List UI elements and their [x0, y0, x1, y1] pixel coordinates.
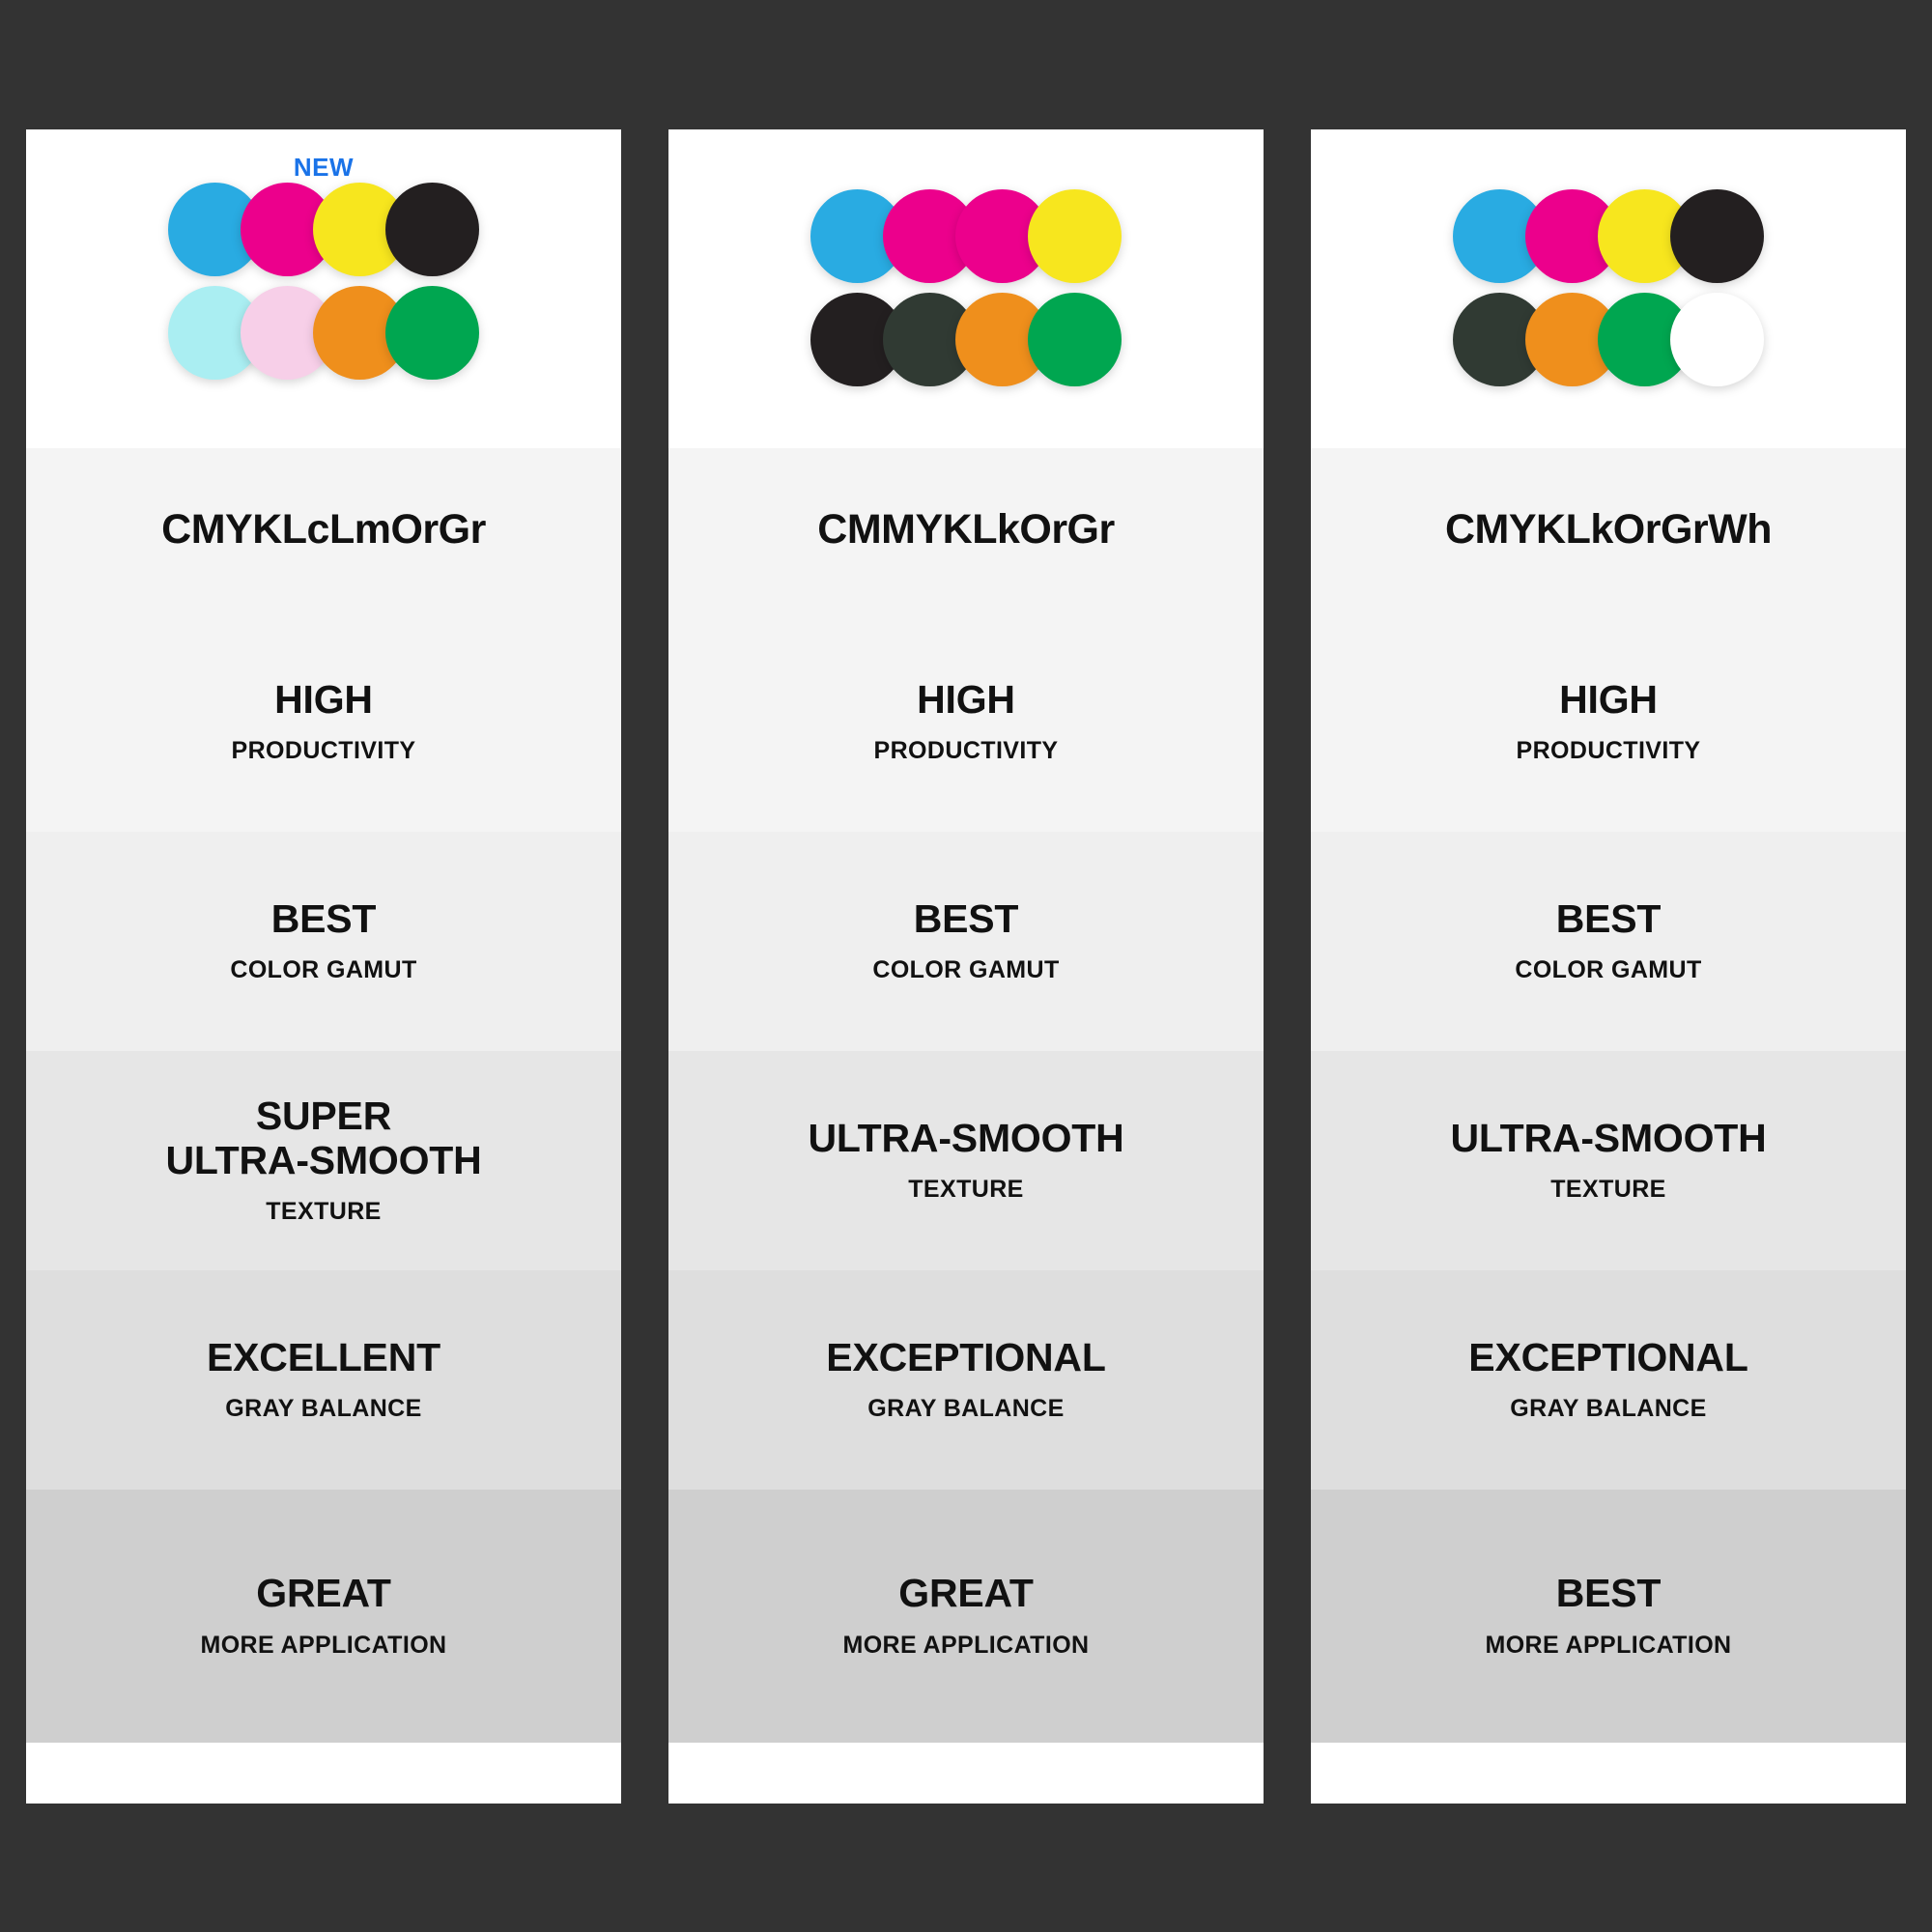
feature-headline: EXCELLENT	[207, 1334, 440, 1379]
feature-headline: GREAT	[898, 1571, 1034, 1616]
feature-caption: PRODUCTIVITY	[873, 737, 1059, 765]
ink-dot-green-icon	[1028, 292, 1122, 386]
feature-band: EXCEPTIONAL GRAY BALANCE	[668, 1269, 1264, 1490]
feature-band: EXCEPTIONAL GRAY BALANCE	[1311, 1269, 1906, 1490]
feature-band: BEST COLOR GAMUT	[668, 831, 1264, 1051]
feature-headline: BEST	[1555, 1571, 1662, 1616]
feature-band: HIGH PRODUCTIVITY	[1311, 611, 1906, 832]
feature-band: ULTRA-SMOOTH TEXTURE	[1311, 1050, 1906, 1270]
feature-headline: ULTRA-SMOOTH	[1450, 1115, 1767, 1160]
feature-caption: GRAY BALANCE	[225, 1395, 422, 1423]
feature-caption: COLOR GAMUT	[1515, 956, 1702, 984]
feature-caption: TEXTURE	[266, 1198, 382, 1226]
feature-headline: EXCEPTIONAL	[826, 1334, 1106, 1379]
ink-swatch-row-1	[1453, 188, 1764, 283]
card-swatch-header	[1311, 128, 1906, 448]
feature-band: HIGH PRODUCTIVITY	[26, 611, 621, 832]
model-name: CMYKLkOrGrWh	[1445, 506, 1773, 553]
feature-band: ULTRA-SMOOTH TEXTURE	[668, 1050, 1264, 1270]
feature-caption: COLOR GAMUT	[872, 956, 1060, 984]
feature-headline: BEST	[1555, 895, 1662, 941]
feature-headline: GREAT	[256, 1571, 391, 1616]
feature-headline: HIGH	[274, 676, 373, 722]
ink-set-card[interactable]: CMYKLkOrGrWh HIGH PRODUCTIVITY BEST COLOR GA…	[1311, 128, 1906, 1804]
feature-caption: TEXTURE	[908, 1176, 1024, 1204]
feature-band: GREAT MORE APPLICATION	[668, 1489, 1264, 1743]
feature-band: BEST COLOR GAMUT	[1311, 831, 1906, 1051]
feature-band: GREAT MORE APPLICATION	[26, 1489, 621, 1743]
feature-caption: MORE APPLICATION	[842, 1631, 1090, 1659]
ink-dot-white-icon	[1670, 292, 1764, 386]
ink-set-card[interactable]: NEW CMYKLcLmOrGr HIGH PRODUCTIVITY BEST COLOR…	[26, 128, 621, 1804]
feature-headline: EXCEPTIONAL	[1468, 1334, 1748, 1379]
feature-caption: TEXTURE	[1550, 1176, 1666, 1204]
feature-caption: PRODUCTIVITY	[1516, 737, 1701, 765]
new-badge: NEW	[293, 152, 355, 182]
ink-dot-black-icon	[385, 182, 479, 276]
feature-caption: GRAY BALANCE	[1510, 1395, 1707, 1423]
feature-headline: HIGH	[1559, 676, 1658, 722]
feature-band: BEST COLOR GAMUT	[26, 831, 621, 1051]
ink-set-card[interactable]: CMMYKLkOrGr HIGH PRODUCTIVITY BEST COLOR GAM…	[668, 128, 1264, 1804]
feature-band: BEST MORE APPLICATION	[1311, 1489, 1906, 1743]
feature-headline: ULTRA-SMOOTH	[808, 1115, 1124, 1160]
card-swatch-header: NEW	[26, 128, 621, 448]
model-name-band: CMYKLkOrGrWh	[1311, 447, 1906, 612]
ink-dot-black-icon	[1670, 188, 1764, 283]
ink-swatch-stack	[26, 182, 621, 380]
model-name: CMMYKLkOrGr	[817, 506, 1115, 553]
feature-caption: COLOR GAMUT	[230, 956, 417, 984]
ink-swatch-row-2	[1453, 292, 1764, 386]
model-name: CMYKLcLmOrGr	[161, 506, 486, 553]
ink-swatch-row-1	[810, 188, 1122, 283]
feature-caption: GRAY BALANCE	[867, 1395, 1065, 1423]
feature-band: HIGH PRODUCTIVITY	[668, 611, 1264, 832]
ink-swatch-row-1	[168, 182, 479, 276]
ink-dot-yellow-icon	[1028, 188, 1122, 283]
feature-caption: PRODUCTIVITY	[231, 737, 416, 765]
feature-headline: HIGH	[917, 676, 1015, 722]
feature-headline: BEST	[270, 895, 377, 941]
ink-swatch-row-2	[168, 285, 479, 380]
feature-headline: BEST	[913, 895, 1019, 941]
model-name-band: CMMYKLkOrGr	[668, 447, 1264, 612]
feature-headline: SUPER ULTRA-SMOOTH	[165, 1093, 482, 1182]
feature-band: SUPER ULTRA-SMOOTH TEXTURE	[26, 1050, 621, 1270]
ink-swatch-stack	[668, 188, 1264, 386]
ink-dot-green-icon	[385, 285, 479, 380]
feature-caption: MORE APPLICATION	[1485, 1631, 1732, 1659]
feature-caption: MORE APPLICATION	[200, 1631, 447, 1659]
ink-swatch-row-2	[810, 292, 1122, 386]
model-name-band: CMYKLcLmOrGr	[26, 447, 621, 612]
card-swatch-header	[668, 128, 1264, 448]
ink-swatch-stack	[1311, 188, 1906, 386]
feature-band: EXCELLENT GRAY BALANCE	[26, 1269, 621, 1490]
